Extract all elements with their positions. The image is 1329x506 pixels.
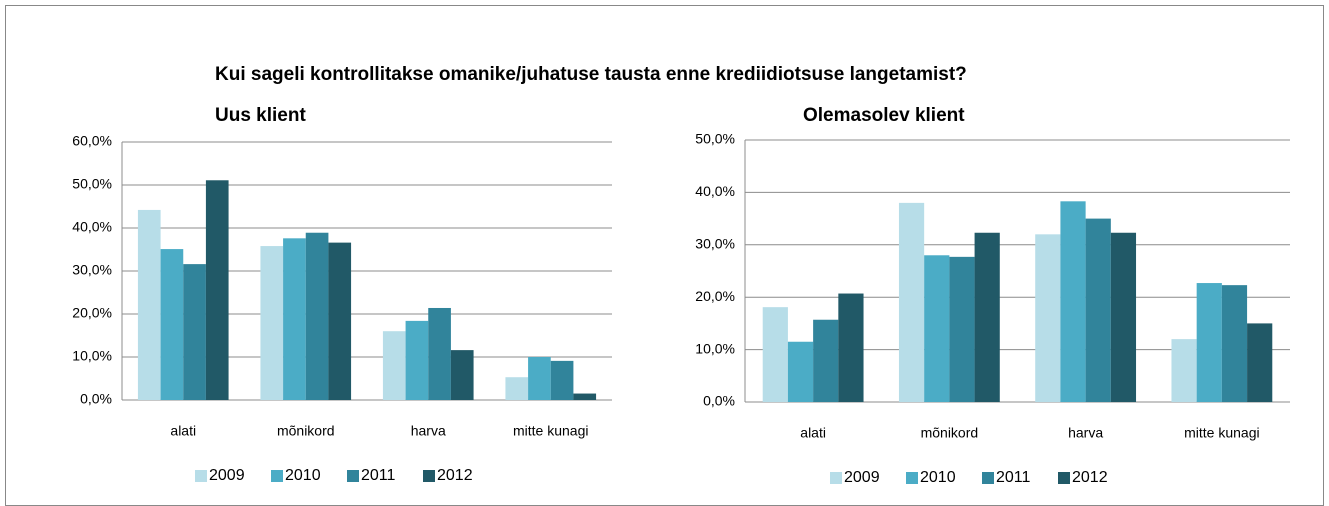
bar	[762, 307, 788, 402]
bar	[428, 307, 451, 400]
bar	[550, 360, 574, 400]
subplot-title: Olemasolev klient	[803, 105, 965, 126]
y-tick-label: 40,0%	[695, 183, 735, 199]
y-tick-label: 50,0%	[72, 176, 112, 192]
legend-swatch	[271, 470, 283, 482]
x-tick-label: alati	[170, 423, 196, 439]
bar	[1247, 323, 1273, 402]
legend-label: 2010	[920, 469, 956, 486]
x-tick-label: harva	[1068, 425, 1103, 441]
y-tick-label: 20,0%	[72, 305, 112, 321]
x-tick-label: harva	[411, 423, 446, 439]
x-tick-label: mitte kunagi	[1184, 425, 1259, 441]
legend-label: 2009	[209, 467, 245, 484]
bar	[949, 256, 975, 402]
bar	[1085, 218, 1111, 402]
bar	[1060, 201, 1086, 402]
bar	[573, 393, 597, 400]
bar	[205, 180, 229, 400]
bar	[1110, 232, 1137, 402]
y-tick-label: 60,0%	[72, 133, 112, 149]
legend-swatch	[423, 470, 435, 482]
x-tick-label: mõnikord	[277, 423, 335, 439]
bar	[283, 238, 306, 400]
y-tick-label: 10,0%	[72, 348, 112, 364]
bar	[450, 350, 474, 400]
x-tick-label: alati	[800, 425, 826, 441]
legend-swatch	[982, 472, 994, 484]
bar	[405, 320, 429, 400]
bar	[137, 209, 161, 400]
legend-label: 2011	[361, 467, 396, 484]
legend-label: 2011	[996, 469, 1031, 486]
bar	[813, 319, 839, 402]
x-tick-label: mitte kunagi	[513, 423, 588, 439]
bar	[328, 242, 352, 400]
bar	[1196, 283, 1222, 402]
chart-title: Kui sageli kontrollitakse omanike/juhatu…	[215, 64, 967, 85]
subplot-title: Uus klient	[215, 105, 306, 126]
bar	[260, 246, 284, 400]
y-tick-label: 50,0%	[695, 131, 735, 147]
bar	[1035, 234, 1061, 402]
y-tick-label: 40,0%	[72, 219, 112, 235]
x-tick-label: mõnikord	[921, 425, 979, 441]
y-tick-label: 20,0%	[695, 288, 735, 304]
legend-swatch	[195, 470, 207, 482]
legend-swatch	[347, 470, 359, 482]
legend-swatch	[830, 472, 842, 484]
bar	[183, 264, 206, 400]
bar	[505, 377, 529, 400]
legend-label: 2012	[437, 467, 473, 484]
bar	[898, 202, 925, 402]
bar	[1171, 339, 1197, 402]
y-tick-label: 30,0%	[72, 262, 112, 278]
bar	[528, 357, 551, 400]
bar	[160, 249, 184, 400]
bar	[838, 293, 864, 402]
bar	[787, 341, 814, 402]
legend-label: 2012	[1072, 469, 1108, 486]
bar	[974, 232, 1000, 402]
legend-label: 2009	[844, 469, 880, 486]
legend-label: 2010	[285, 467, 321, 484]
bar	[305, 232, 329, 400]
y-tick-label: 10,0%	[695, 340, 735, 356]
legend-swatch	[906, 472, 918, 484]
legend-swatch	[1058, 472, 1070, 484]
y-tick-label: 30,0%	[695, 236, 735, 252]
y-tick-label: 0,0%	[80, 391, 112, 407]
bar	[924, 255, 950, 402]
bar	[382, 331, 406, 400]
y-tick-label: 0,0%	[703, 393, 735, 409]
bar	[1221, 285, 1248, 402]
